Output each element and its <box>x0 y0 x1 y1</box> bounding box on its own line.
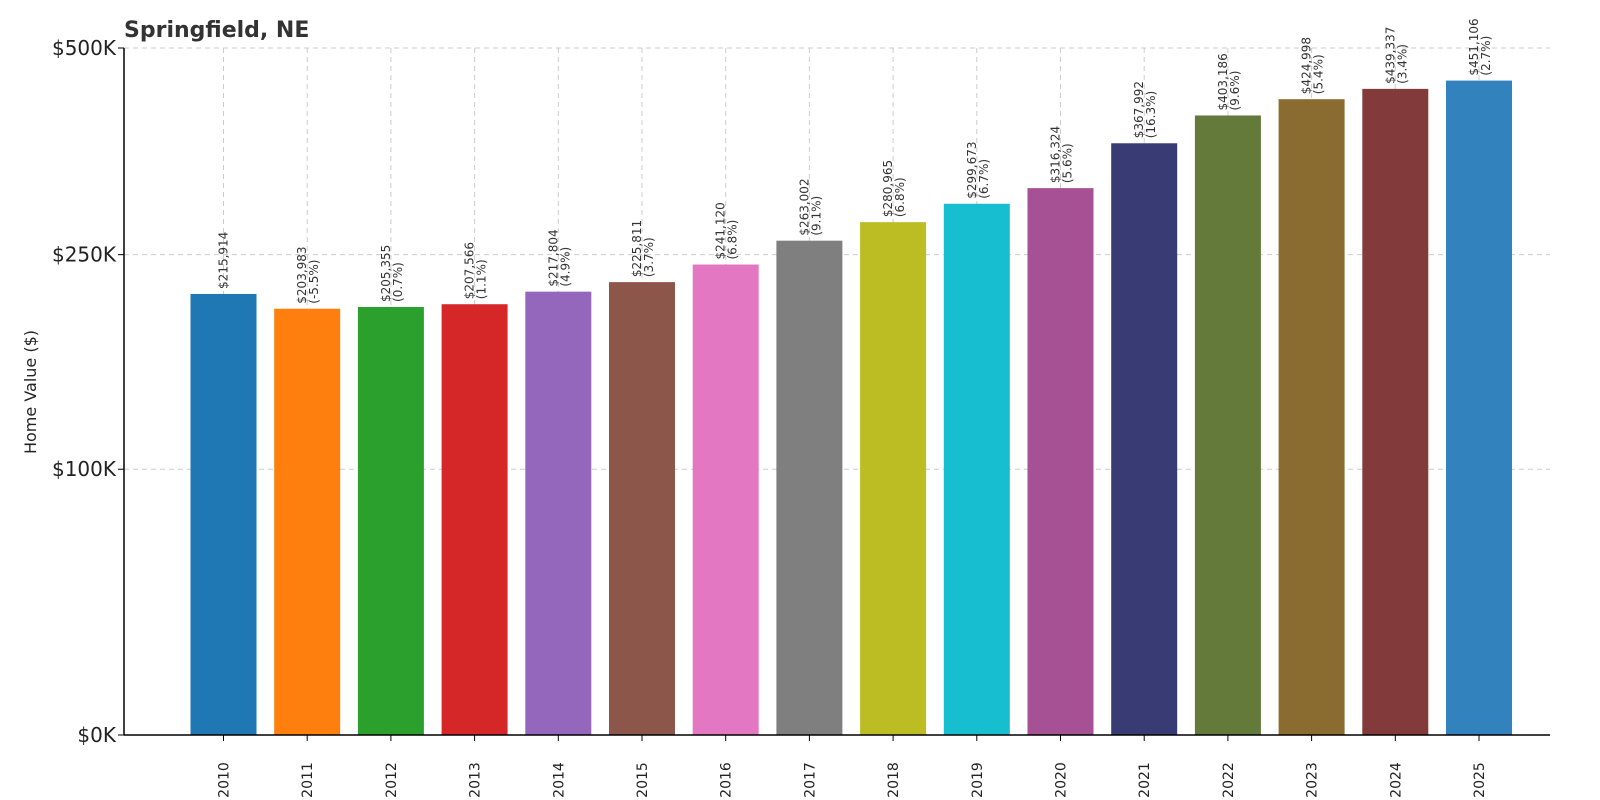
x-tick-label: 2022 <box>1221 762 1237 798</box>
data-label-value: $205,355 <box>379 245 393 302</box>
x-tick-label: 2021 <box>1137 762 1153 798</box>
data-label-change: (6.8%) <box>726 220 740 260</box>
data-label-change: (9.1%) <box>809 196 823 236</box>
data-label-change: (4.9%) <box>558 247 572 287</box>
data-label-change: (6.8%) <box>893 177 907 217</box>
data-label-value: $203,983 <box>295 246 309 303</box>
x-tick-label: 2024 <box>1388 762 1404 798</box>
bar-2023 <box>1278 99 1345 736</box>
bar-2025 <box>1446 80 1512 736</box>
y-tick-label: $100K <box>52 457 117 481</box>
y-tick-labels: $0K $100K $250K $500K <box>52 36 124 747</box>
x-tick-label: 2023 <box>1305 762 1321 798</box>
x-tick-label: 2014 <box>551 762 567 798</box>
bar-2010 <box>190 293 257 735</box>
bar-2013 <box>441 304 508 735</box>
x-tick-label: 2010 <box>217 762 233 798</box>
data-label-value: $439,337 <box>1383 27 1397 84</box>
data-label-value: $403,186 <box>1216 53 1230 110</box>
x-tick-label: 2016 <box>719 762 735 798</box>
x-tick-label: 2013 <box>468 762 484 798</box>
bar-2017 <box>776 240 843 735</box>
bar-2022 <box>1194 115 1261 735</box>
data-label-change: (9.6%) <box>1228 71 1242 111</box>
data-label-change: (1.1%) <box>475 259 489 299</box>
bar-2019 <box>943 203 1010 735</box>
data-label-value: $263,002 <box>797 178 811 235</box>
data-label-change: (5.4%) <box>1312 54 1326 94</box>
bar-2012 <box>357 306 424 735</box>
x-tick-label: 2018 <box>886 762 902 798</box>
chart-title: Springfield, NE <box>124 18 309 43</box>
data-label-value: $225,811 <box>630 220 644 277</box>
data-label-change: (5.6%) <box>1061 143 1075 183</box>
bar-2016 <box>692 264 759 735</box>
x-tick-label: 2011 <box>300 762 316 798</box>
data-label-change: (2.7%) <box>1479 36 1493 76</box>
bar-2011 <box>274 308 341 735</box>
data-label-value: $217,804 <box>546 229 560 286</box>
bar-2024 <box>1362 88 1429 735</box>
y-tick-label: $0K <box>77 723 116 747</box>
data-label-change: (16.3%) <box>1144 91 1158 138</box>
x-tick-labels: 2010 2011 2012 2013 2014 2015 2016 2017 2018 2019… <box>217 735 1488 798</box>
data-label-value: $207,566 <box>463 242 477 299</box>
data-label-value: $451,106 <box>1467 18 1481 75</box>
x-tick-label: 2020 <box>1054 762 1070 798</box>
x-tick-label: 2017 <box>802 762 818 798</box>
data-label-value: $215,914 <box>217 232 231 289</box>
bar-2015 <box>609 282 675 735</box>
data-label-change: (0.7%) <box>391 262 405 302</box>
x-tick-label: 2015 <box>635 762 651 798</box>
bar-2018 <box>860 222 927 736</box>
bars <box>190 80 1512 736</box>
x-tick-label: 2019 <box>970 762 986 798</box>
x-tick-label: 2025 <box>1472 762 1488 798</box>
data-label-change: (3.7%) <box>642 237 656 277</box>
y-tick-label: $500K <box>52 36 117 60</box>
bar-2021 <box>1111 143 1178 736</box>
bar-2014 <box>525 291 592 735</box>
bar-2020 <box>1027 188 1094 735</box>
data-label-value: $367,992 <box>1132 81 1146 138</box>
y-tick-label: $250K <box>52 243 117 267</box>
data-label-change: (3.4%) <box>1395 44 1409 84</box>
data-label-value: $299,673 <box>965 142 979 199</box>
x-tick-label: 2012 <box>384 762 400 798</box>
data-label-change: (-5.5%) <box>307 260 321 304</box>
axes <box>123 48 1550 736</box>
data-labels: $215,914 $203,983(-5.5%) $205,355(0.7%) $20… <box>217 18 1494 303</box>
data-label-change: (6.7%) <box>977 159 991 199</box>
data-label-value: $241,120 <box>714 202 728 259</box>
data-label-value: $424,998 <box>1300 37 1314 94</box>
data-label-value: $316,324 <box>1049 126 1063 183</box>
y-axis-label: Home Value ($) <box>21 330 40 454</box>
data-label-value: $280,965 <box>881 160 895 217</box>
